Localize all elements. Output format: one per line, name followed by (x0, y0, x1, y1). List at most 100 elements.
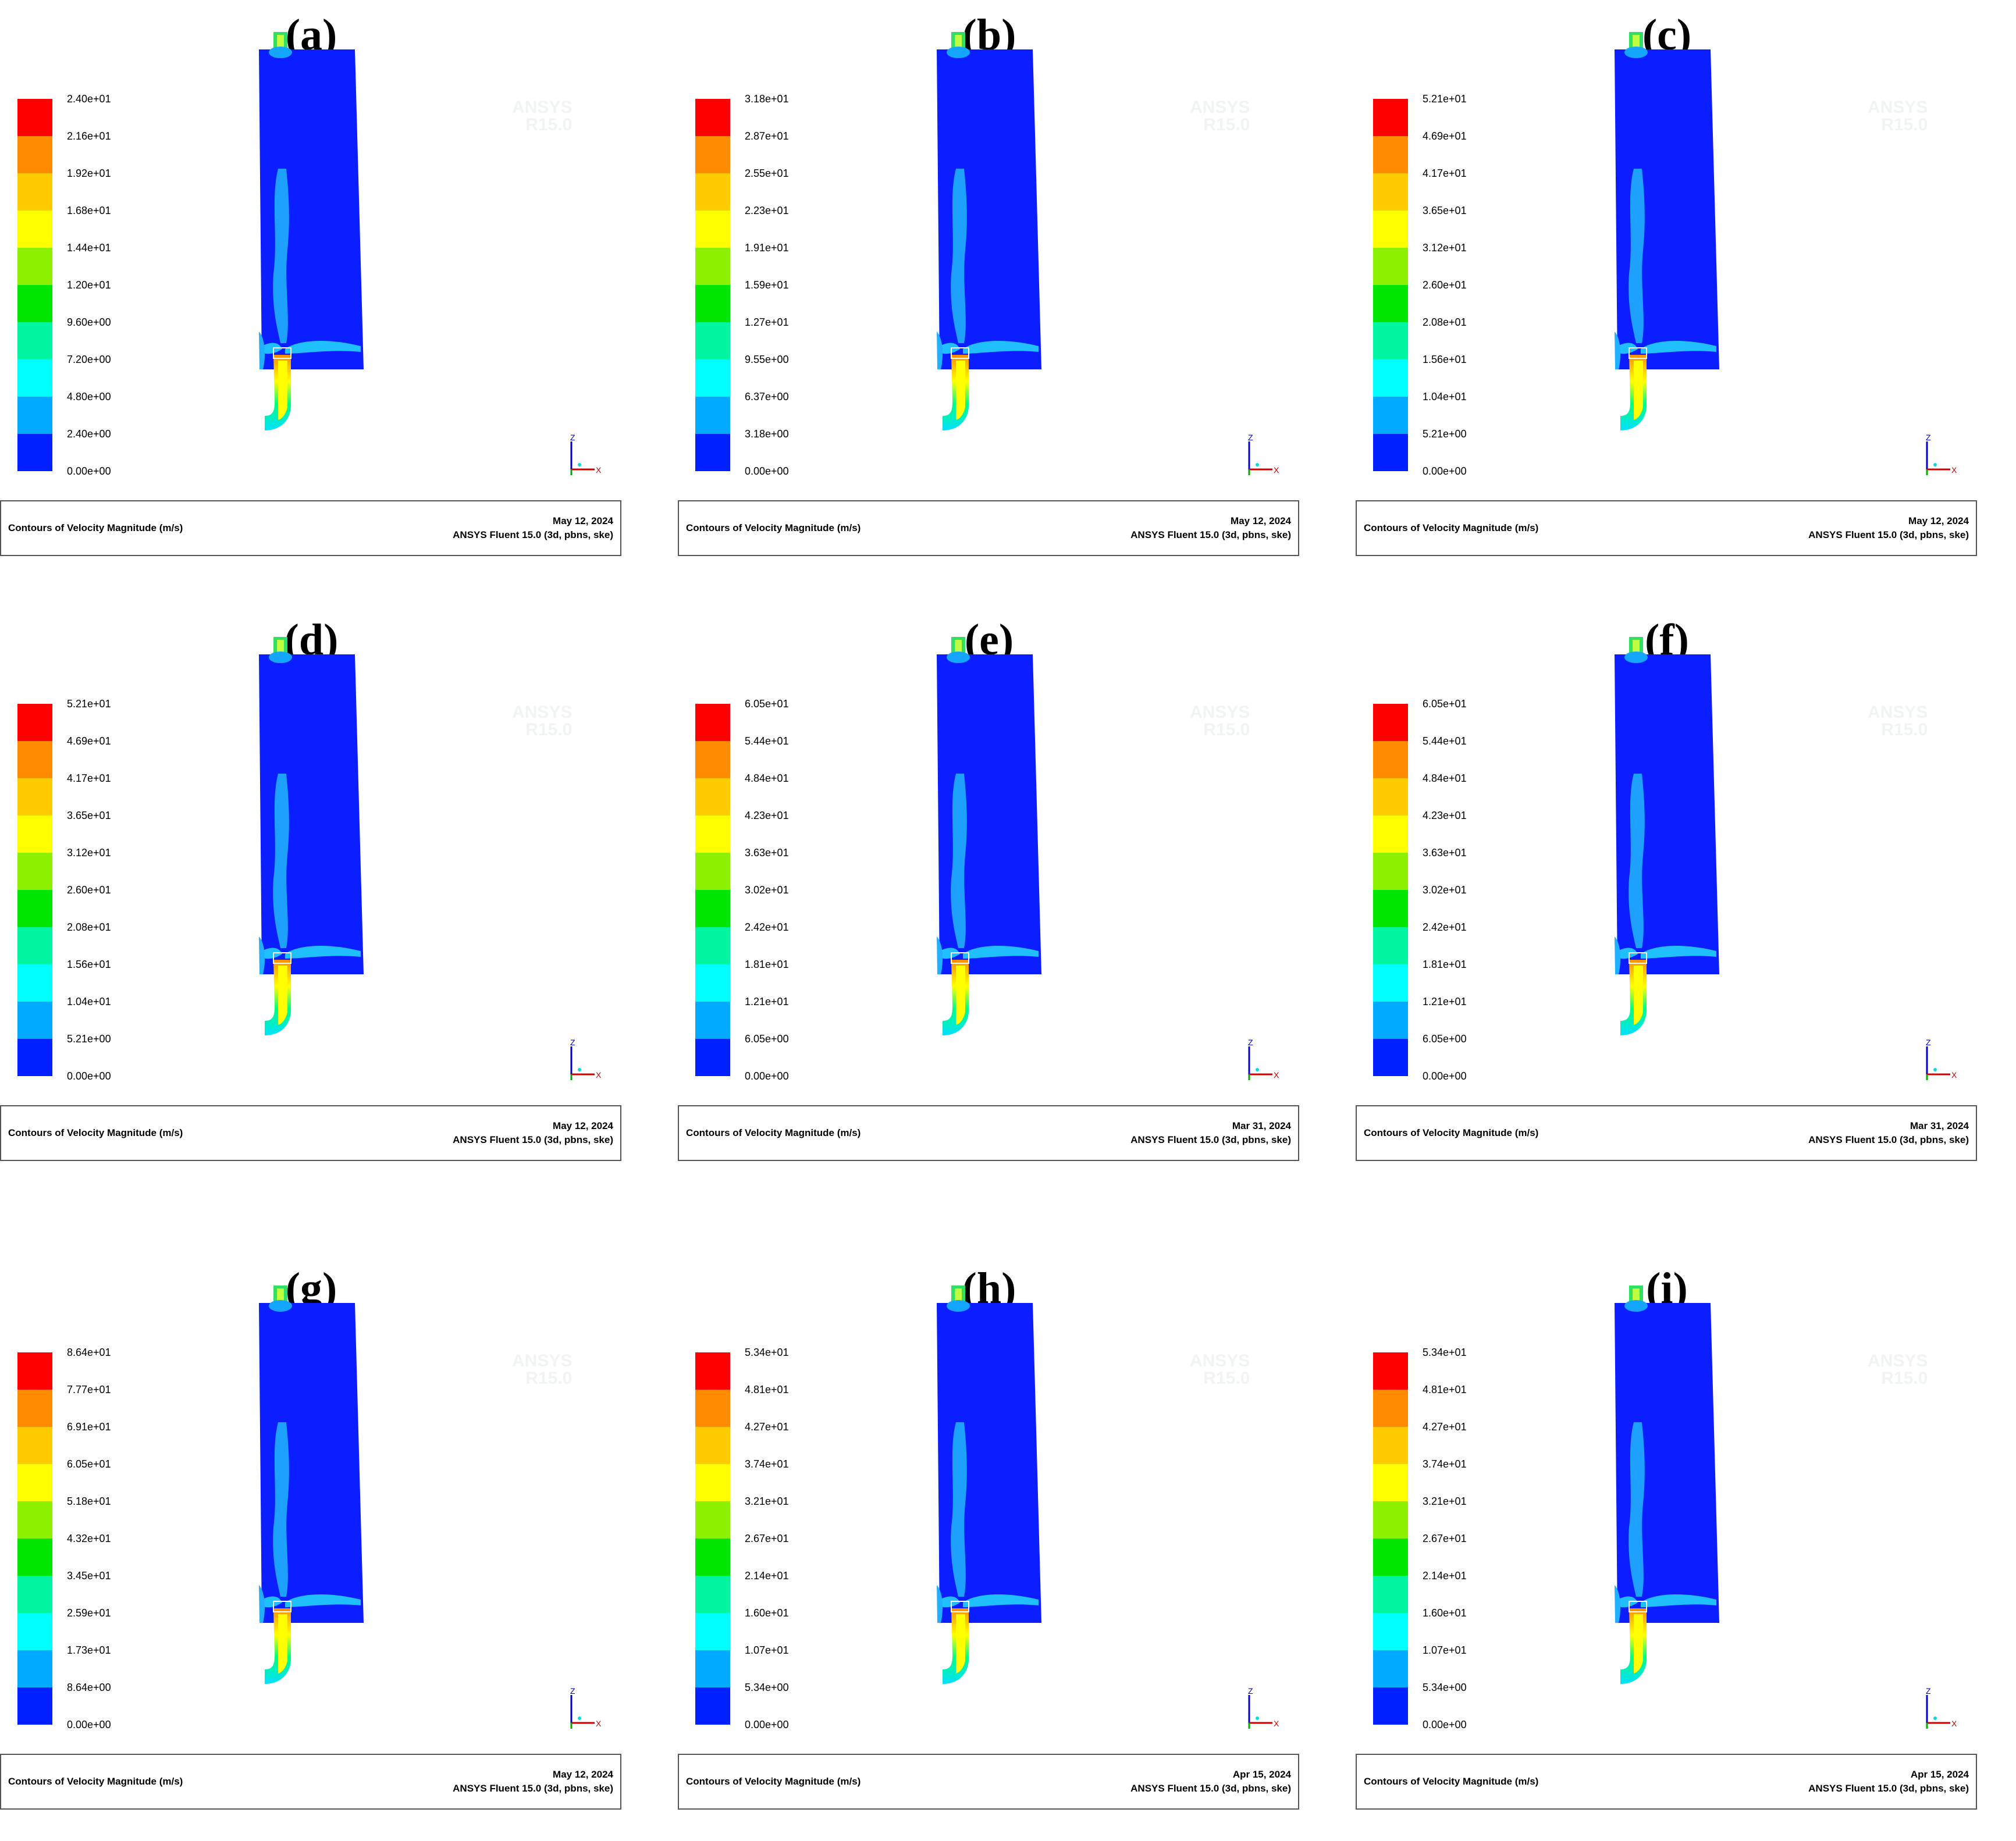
legend-swatch (17, 1390, 52, 1427)
plot-title: Contours of Velocity Magnitude (m/s) (8, 1776, 183, 1787)
legend-tick-label: 1.81e+01 (1423, 959, 1467, 970)
legend-tick-label: 2.08e+01 (1423, 316, 1467, 328)
legend-swatch (695, 211, 730, 248)
legend-tick-label: 1.59e+01 (745, 279, 789, 291)
legend-swatch (1373, 1501, 1408, 1539)
plot-date: May 12, 2024 (1908, 515, 1969, 526)
solver-info: ANSYS Fluent 15.0 (3d, pbns, ske) (453, 1783, 613, 1794)
inlet-elbow (1620, 960, 1647, 1035)
legend-tick-label: 4.69e+01 (67, 735, 111, 747)
z-axis-label: Z (1248, 1038, 1253, 1047)
legend-tick-label: 6.05e+01 (67, 1458, 111, 1470)
inlet-elbow (1620, 1608, 1647, 1684)
legend-tick-label: 3.18e+01 (745, 93, 789, 105)
panel-label: (f) (1645, 615, 1689, 664)
legend-tick-label: 1.44e+01 (67, 242, 111, 254)
legend-swatch (17, 285, 52, 322)
inlet-nozzle (273, 347, 291, 359)
legend-swatch (17, 136, 52, 173)
legend-tick-label: 4.27e+01 (745, 1421, 789, 1433)
legend-swatch (1373, 890, 1408, 927)
legend-tick-label: 9.55e+00 (745, 354, 789, 365)
inlet-nozzle (1629, 347, 1647, 359)
legend-swatch (695, 1002, 730, 1039)
legend-swatch (17, 1501, 52, 1539)
vessel-domain (1615, 49, 1719, 369)
right-jet-spread (285, 340, 361, 354)
plot-title: Contours of Velocity Magnitude (m/s) (8, 1127, 183, 1138)
legend-tick-label: 1.56e+01 (1423, 354, 1467, 365)
left-wall-wash (937, 1585, 943, 1623)
legend-tick-label: 5.34e+01 (1423, 1347, 1467, 1358)
legend-swatch (695, 136, 730, 173)
left-jet-spread (940, 343, 960, 354)
color-legend: 5.34e+01 4.81e+01 4.27e+01 3.74e+01 3.21e+01… (695, 1347, 789, 1730)
right-jet-spread (1641, 945, 1716, 959)
legend-tick-label: 2.40e+01 (67, 93, 111, 105)
legend-swatch (17, 1613, 52, 1650)
inlet-nozzle (273, 1601, 291, 1612)
legend-swatch (1373, 1039, 1408, 1076)
left-wall-wash (1615, 1585, 1621, 1623)
z-axis-label: Z (1926, 433, 1931, 442)
left-jet-spread (1617, 948, 1638, 959)
color-legend: 3.18e+01 2.87e+01 2.55e+01 2.23e+01 1.91e+01… (695, 93, 789, 477)
central-plume (1629, 169, 1645, 343)
ansys-watermark: ANSYS R15.0 (1868, 98, 1928, 134)
legend-swatch (17, 1039, 52, 1076)
legend-swatch (17, 741, 52, 778)
legend-tick-label: 4.17e+01 (1423, 168, 1467, 179)
plot-footer: Contours of Velocity Magnitude (m/s) Apr… (1356, 1754, 1977, 1810)
legend-tick-label: 0.00e+00 (1423, 1070, 1467, 1082)
inlet-jet-core (1634, 1614, 1643, 1673)
color-legend: 6.05e+01 5.44e+01 4.84e+01 4.23e+01 3.63e+01… (1373, 698, 1467, 1082)
legend-swatch (695, 964, 730, 1002)
contour-panel: (a) 2.40e+01 2.16e+01 1.92e+01 1.68e+01 1.44… (0, 6, 623, 587)
legend-tick-label: 3.65e+01 (67, 810, 111, 821)
legend-swatch (1373, 359, 1408, 397)
legend-tick-label: 2.67e+01 (1423, 1533, 1467, 1544)
legend-swatch (1373, 1464, 1408, 1501)
inlet-nozzle (1629, 952, 1647, 964)
inlet-jet-core (278, 966, 287, 1025)
legend-tick-label: 0.00e+00 (67, 1719, 111, 1730)
legend-swatch (695, 434, 730, 471)
contour-panel: (g) 8.64e+01 7.77e+01 6.91e+01 6.05e+01 5.18… (0, 1259, 623, 1841)
x-axis-label: X (1951, 1070, 1957, 1080)
legend-tick-label: 5.21e+01 (1423, 93, 1467, 105)
legend-swatch (17, 397, 52, 434)
plot-date: May 12, 2024 (553, 1769, 613, 1780)
central-plume (273, 1422, 289, 1597)
legend-swatch (17, 964, 52, 1002)
plot-date: Mar 31, 2024 (1910, 1120, 1969, 1131)
legend-tick-label: 2.60e+01 (1423, 279, 1467, 291)
z-axis-label: Z (570, 433, 575, 442)
ansys-watermark: ANSYS R15.0 (512, 703, 573, 739)
legend-tick-label: 1.92e+01 (67, 168, 111, 179)
legend-tick-label: 7.77e+01 (67, 1384, 111, 1395)
plot-date: May 12, 2024 (553, 1120, 613, 1131)
inlet-elbow (265, 1608, 291, 1684)
z-axis-label: Z (1248, 433, 1253, 442)
z-axis-label: Z (1926, 1687, 1931, 1696)
legend-tick-label: 1.07e+01 (1423, 1644, 1467, 1656)
z-axis-label: Z (570, 1687, 575, 1696)
legend-swatch (695, 1650, 730, 1687)
legend-tick-label: 5.34e+00 (745, 1682, 789, 1693)
legend-tick-label: 0.00e+00 (67, 465, 111, 477)
right-jet-spread (285, 945, 361, 959)
legend-swatch (695, 1501, 730, 1539)
left-wall-wash (937, 332, 943, 369)
legend-tick-label: 0.00e+00 (745, 465, 789, 477)
legend-swatch (695, 778, 730, 816)
x-axis-label: X (596, 465, 602, 475)
central-plume (951, 1422, 967, 1597)
legend-tick-label: 1.04e+01 (67, 996, 111, 1007)
ansys-watermark: ANSYS R15.0 (512, 98, 573, 134)
legend-tick-label: 8.64e+00 (67, 1682, 111, 1693)
legend-tick-label: 5.34e+00 (1423, 1682, 1467, 1693)
left-jet-spread (262, 343, 282, 354)
right-jet-spread (1641, 1594, 1716, 1607)
legend-tick-label: 1.73e+01 (67, 1644, 111, 1656)
